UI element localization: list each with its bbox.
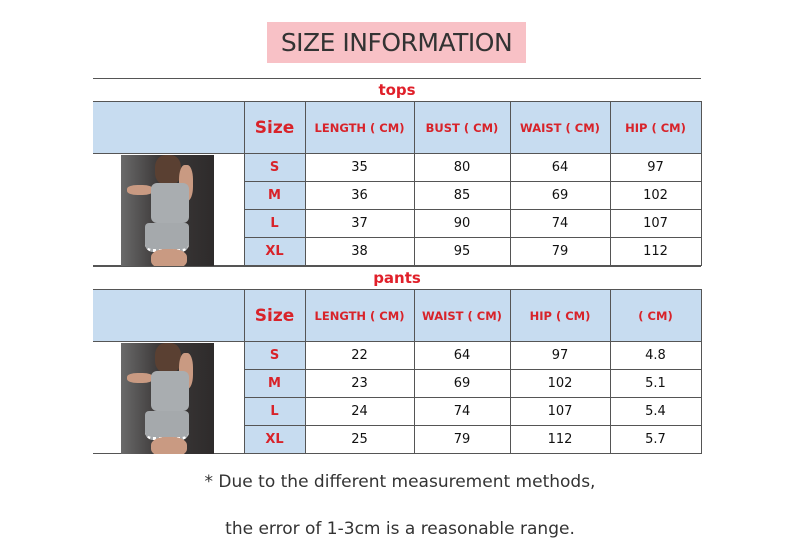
measurement-cell: 90 xyxy=(413,209,511,238)
measurement-cell: 5.1 xyxy=(609,369,702,398)
column-header: HIP ( CM) xyxy=(609,101,702,154)
measurement-cell: 112 xyxy=(609,237,702,266)
measurement-cell: 38 xyxy=(304,237,415,266)
measurement-cell: 23 xyxy=(304,369,415,398)
table-row: M 36 85 69 102 xyxy=(93,181,702,210)
column-header: HIP ( CM) xyxy=(509,289,611,342)
measurement-cell: 64 xyxy=(509,153,611,182)
measurement-cell: 69 xyxy=(509,181,611,210)
section-title: pants xyxy=(93,266,702,290)
pants-size-table: pants Size LENGTH ( CM) WAIST ( CM) HIP ( CM… xyxy=(93,266,702,454)
measurement-cell: 102 xyxy=(609,181,702,210)
measurement-cell: 5.7 xyxy=(609,425,702,454)
measurement-cell: 24 xyxy=(304,397,415,426)
column-header: WAIST ( CM) xyxy=(509,101,611,154)
size-label: XL xyxy=(243,237,306,266)
measurement-cell: 4.8 xyxy=(609,341,702,370)
measurement-cell: 97 xyxy=(509,341,611,370)
measurement-cell: 74 xyxy=(509,209,611,238)
measurement-cell: 107 xyxy=(609,209,702,238)
product-photo xyxy=(93,153,244,266)
measurement-cell: 107 xyxy=(509,397,611,426)
column-header: BUST ( CM) xyxy=(413,101,511,154)
size-label: L xyxy=(243,209,306,238)
measurement-cell: 74 xyxy=(413,397,511,426)
measurement-cell: 25 xyxy=(304,425,415,454)
measurement-cell: 35 xyxy=(304,153,415,182)
table-row: S 35 80 64 97 xyxy=(93,153,702,266)
measurement-cell: 80 xyxy=(413,153,511,182)
model-image xyxy=(121,155,214,266)
size-label: L xyxy=(243,397,306,426)
column-header: Size xyxy=(243,289,306,342)
measurement-cell: 102 xyxy=(509,369,611,398)
size-label: XL xyxy=(243,425,306,454)
table-row: XL 25 79 112 5.7 xyxy=(93,425,702,454)
measurement-cell: 69 xyxy=(413,369,511,398)
size-label: M xyxy=(243,369,306,398)
measurement-cell: 5.4 xyxy=(609,397,702,426)
section-title: tops xyxy=(93,78,702,102)
measurement-cell: 64 xyxy=(413,341,511,370)
page-title: SIZE INFORMATION xyxy=(267,22,526,63)
column-header: WAIST ( CM) xyxy=(413,289,511,342)
size-label: M xyxy=(243,181,306,210)
column-header: LENGTH ( CM) xyxy=(304,101,415,154)
product-photo xyxy=(93,341,244,454)
measurement-cell: 37 xyxy=(304,209,415,238)
measurement-cell: 85 xyxy=(413,181,511,210)
column-header: ( CM) xyxy=(609,289,702,342)
table-row: L 24 74 107 5.4 xyxy=(93,397,702,426)
table-row: L 37 90 74 107 xyxy=(93,209,702,238)
measurement-cell: 79 xyxy=(413,425,511,454)
model-image xyxy=(121,343,214,454)
column-header: LENGTH ( CM) xyxy=(304,289,415,342)
measurement-cell: 97 xyxy=(609,153,702,182)
note-line-1: * Due to the different measurement metho… xyxy=(204,472,596,492)
tops-size-table: tops Size LENGTH ( CM) BUST ( CM) WAIST ( CM… xyxy=(93,78,702,266)
column-header: Size xyxy=(243,101,306,154)
measurement-cell: 112 xyxy=(509,425,611,454)
note-line-2: the error of 1-3cm is a reasonable range… xyxy=(225,519,575,539)
size-label: S xyxy=(243,341,306,370)
header-blank xyxy=(93,101,245,154)
measurement-cell: 95 xyxy=(413,237,511,266)
table-row: S 22 64 97 4.8 xyxy=(93,341,702,454)
table-row: XL 38 95 79 112 xyxy=(93,237,702,266)
measurement-cell: 22 xyxy=(304,341,415,370)
measurement-cell: 36 xyxy=(304,181,415,210)
size-label: S xyxy=(243,153,306,182)
header-blank xyxy=(93,289,245,342)
measurement-cell: 79 xyxy=(509,237,611,266)
